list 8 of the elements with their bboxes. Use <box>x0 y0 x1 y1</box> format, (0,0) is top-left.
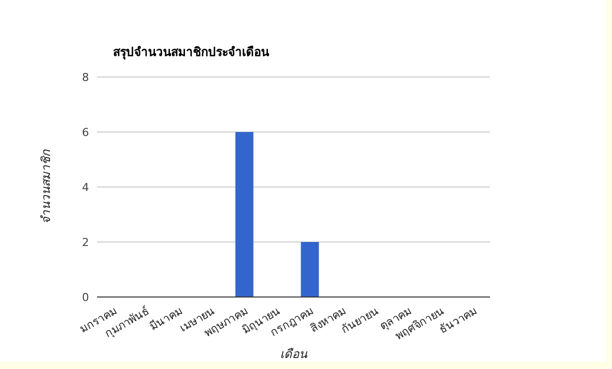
y-tick-label: 4 <box>82 181 89 194</box>
x-axis-title: เดือน <box>280 347 308 361</box>
chart-title: สรุปจำนวนสมาชิกประจำเดือน <box>113 45 270 60</box>
y-tick-label: 0 <box>82 291 89 304</box>
y-tick-label: 6 <box>82 126 89 139</box>
y-tick-label: 2 <box>82 236 89 249</box>
y-tick-label: 8 <box>82 71 89 84</box>
y-axis-title: จำนวนสมาชิก <box>39 149 53 224</box>
